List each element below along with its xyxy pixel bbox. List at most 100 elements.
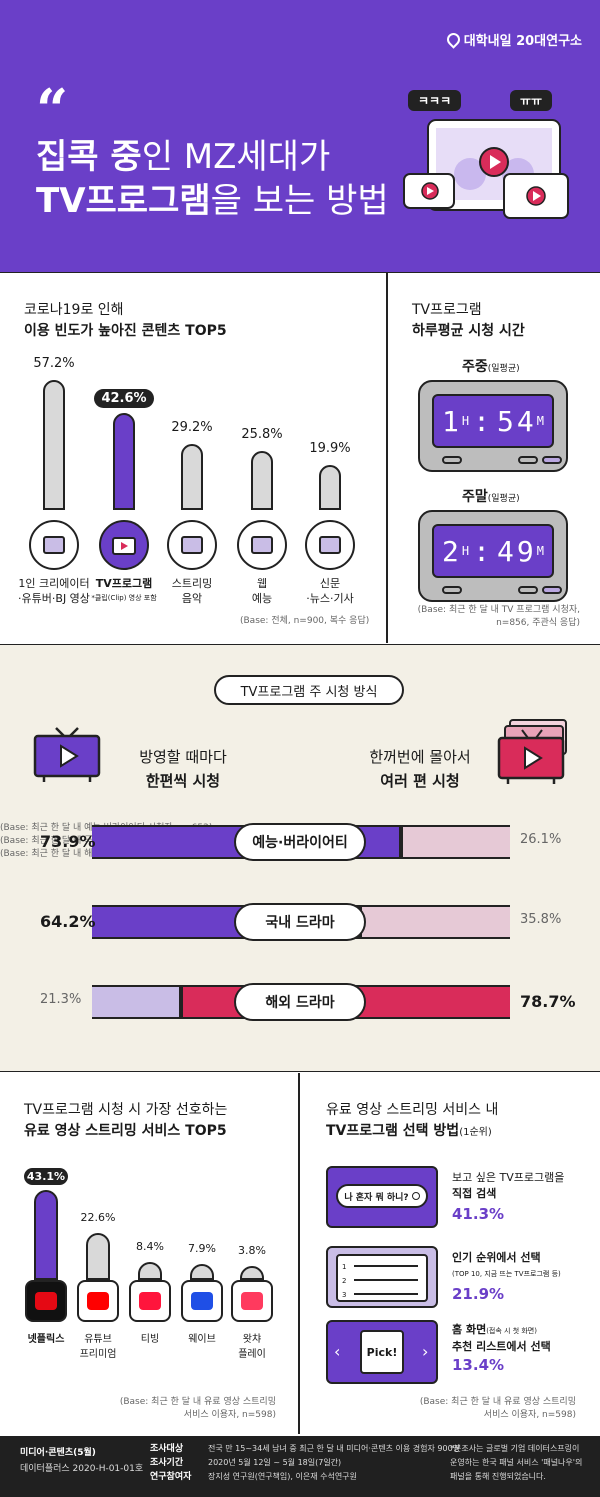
clock-minutes: 54 (497, 404, 537, 438)
section-title-line: TV프로그램 (412, 302, 482, 318)
base-note: (Base: 최근 한 달 내 유료 영상 스트리밍 서비스 이용자, n=59… (400, 1396, 576, 1422)
devices-illustration-icon (403, 119, 569, 219)
select-item-pct: 21.9% (452, 1285, 505, 1303)
clock-button (542, 456, 562, 464)
split-bar-right (360, 907, 510, 937)
mode-right-text: 한꺼번에 몰아서 여러 편 시청 (350, 745, 490, 793)
ranking-card: 1 2 3 (326, 1246, 438, 1308)
recommend-card: ‹ Pick! › (326, 1320, 438, 1384)
right-value: 35.8% (520, 912, 562, 927)
bar (113, 413, 135, 510)
label-line: 웨이브 (188, 1334, 216, 1345)
label-line: 왓챠 (242, 1334, 262, 1345)
bar-value-label: 22.6% (80, 1211, 116, 1224)
weekend-clock: 2 H:49 M (418, 510, 568, 602)
clock-screen: 2 H:49 M (432, 524, 554, 578)
right-value: 26.1% (520, 832, 562, 847)
title-rest: 인 MZ세대가 (141, 137, 331, 177)
mode-line: 방영할 때마다 (139, 748, 227, 766)
section-title-line: 이용 빈도가 높아진 콘텐츠 TOP5 (24, 323, 227, 339)
right-value: 78.7% (520, 992, 576, 1011)
title-line1: 집콕 중인 MZ세대가 (36, 136, 330, 178)
weekend-label: 주말(일평균) (462, 486, 520, 506)
ott-top5-title: TV프로그램 시청 시 가장 선호하는 유료 영상 스트리밍 서비스 TOP5 (24, 1100, 227, 1142)
search-box: 나 혼자 뭐 하니? (336, 1184, 428, 1208)
genre-pill: 국내 드라마 (234, 903, 366, 941)
label-line: 플레이 (238, 1349, 266, 1360)
section-title-line: TV프로그램 시청 시 가장 선호하는 (24, 1102, 228, 1118)
base-note-line: 서비스 이용자, n=598) (483, 1410, 576, 1420)
ranking-nums: 1 2 3 (342, 1260, 346, 1302)
bar (190, 1264, 214, 1280)
tv-stack-icon (497, 719, 567, 784)
section-title-emph: TV프로그램 선택 방법 (326, 1123, 460, 1139)
label-line: 넷플릭스 (27, 1334, 65, 1345)
watch-time-title: TV프로그램 하루평균 시청 시간 (412, 300, 525, 342)
bar (43, 380, 65, 510)
genre-pill: 예능·버라이어티 (234, 823, 366, 861)
chevron-left-icon: ‹ (334, 1342, 341, 1361)
bar (251, 451, 273, 510)
headset-icon (29, 520, 79, 570)
select-item-line: 직접 검색 (452, 1187, 497, 1200)
title-emph: 집콕 중 (36, 137, 142, 177)
footer-key: 연구참여자 (150, 1472, 192, 1482)
bar (181, 444, 203, 510)
select-item-line: 인기 순위에서 선택 (452, 1251, 541, 1264)
select-item-sub: (TOP 10, 지금 뜨는 TV프로그램 등) (452, 1270, 561, 1278)
brand-name: 대학내일 20대연구소 (463, 34, 582, 49)
mode-line: 한꺼번에 몰아서 (369, 748, 471, 766)
bar-category-label: TV프로그램 *클립(Clip) 영상 포함 (84, 576, 164, 606)
clock-unit: M (536, 544, 544, 558)
top5-contents-chart: 57.2% 1인 크리에이터 ·유튜버·BJ 영상 42.6% TV프로그램 *클립(Cl… (0, 356, 386, 605)
select-item-pct: 41.3% (452, 1205, 505, 1223)
rank-num: 3 (342, 1291, 347, 1299)
location-pin-icon (444, 30, 463, 49)
chat-bubble-left: ㅋㅋㅋ (408, 90, 462, 111)
bar-value-label: 8.4% (136, 1240, 164, 1253)
viewing-mode-pill: TV프로그램 주 시청 방식 (214, 675, 404, 705)
title-emph: TV프로그램 (36, 181, 211, 221)
footer-category: 미디어·콘텐츠(5월) (20, 1448, 96, 1458)
base-note: (Base: 최근 한 달 내 TV 프로그램 시청자, n=856, 주관식 … (410, 604, 580, 630)
clock-button (518, 456, 538, 464)
base-note: (Base: 전체, n=900, 복수 응답) (240, 616, 370, 626)
clock-unit: M (536, 414, 544, 428)
clock-button (542, 586, 562, 594)
footer: 미디어·콘텐츠(5월) 데이터플러스 2020-H-01-01호 조사대상 조사… (0, 1436, 600, 1497)
left-value: 73.9% (40, 832, 96, 851)
title-line2: TV프로그램을 보는 방법 (36, 180, 389, 222)
label-line: ·뉴스·기사 (306, 592, 354, 605)
label-sub: (일평균) (487, 494, 520, 504)
label-line: ·유튜버·BJ 영상 (18, 592, 90, 605)
search-card: 나 혼자 뭐 하니? (326, 1166, 438, 1228)
label-sub: (일평균) (487, 364, 520, 374)
mode-line: 여러 편 시청 (380, 772, 460, 790)
select-method-title: 유료 영상 스트리밍 서비스 내 TV프로그램 선택 방법(1순위) (326, 1100, 498, 1143)
bar-category-label: 신문 ·뉴스·기사 (290, 576, 370, 606)
base-note-line: (Base: 최근 한 달 내 유료 영상 스트리밍 (419, 1397, 576, 1407)
bar (34, 1190, 58, 1280)
select-item-3: 홈 화면(접속 시 첫 화면) 추천 리스트에서 선택 13.4% (452, 1322, 551, 1373)
label-line: *클립(Clip) 영상 포함 (91, 594, 157, 602)
bar-category-label: 스트리밍 음악 (152, 576, 232, 606)
base-note-line: 서비스 이용자, n=598) (183, 1410, 276, 1420)
divider (0, 272, 600, 273)
split-bar-left (92, 987, 181, 1017)
bar-category-label: 티빙 (110, 1332, 190, 1347)
clock-unit: H (461, 414, 470, 428)
watcha-icon (231, 1280, 273, 1322)
tving-icon (129, 1280, 171, 1322)
bar-category-label: 넷플릭스 (6, 1332, 86, 1347)
label-line: 신문 (319, 577, 341, 590)
bar-value-label: 3.8% (238, 1244, 266, 1257)
clock-button (442, 456, 462, 464)
bar-category-label: 1인 크리에이터 ·유튜버·BJ 영상 (14, 576, 94, 606)
bar-value-label: 57.2% (33, 356, 75, 371)
select-item-line: 추천 리스트에서 선택 (452, 1340, 551, 1353)
footer-note: 패널을 통해 진행되었습니다. (450, 1472, 546, 1481)
left-value: 64.2% (40, 912, 96, 931)
chat-bubble-right: ㅠㅠ (510, 90, 553, 111)
footer-value: 장지성 연구원(연구책임), 이은재 수석연구원 (208, 1472, 357, 1481)
